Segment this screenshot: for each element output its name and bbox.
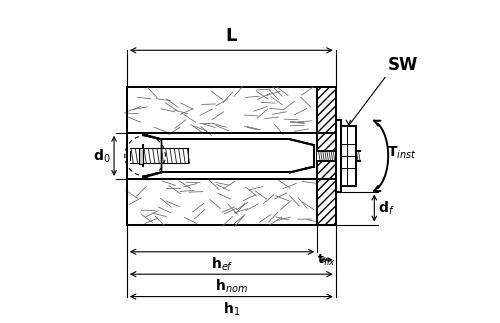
Text: h$_1$: h$_1$ bbox=[222, 300, 240, 318]
Bar bbox=[139, 148, 143, 164]
Bar bbox=[317, 87, 336, 224]
Bar bbox=[336, 120, 341, 192]
Text: h$_{ef}$: h$_{ef}$ bbox=[210, 255, 234, 273]
Text: d$_0$: d$_0$ bbox=[94, 147, 111, 164]
Bar bbox=[127, 179, 317, 224]
Bar bbox=[127, 87, 317, 133]
Text: L: L bbox=[226, 27, 237, 46]
Bar bbox=[144, 139, 314, 172]
Text: d$_f$: d$_f$ bbox=[378, 199, 395, 217]
Text: T$_{inst}$: T$_{inst}$ bbox=[386, 144, 416, 161]
Bar bbox=[317, 151, 360, 161]
Text: SW: SW bbox=[388, 56, 418, 74]
Text: h$_{nom}$: h$_{nom}$ bbox=[215, 278, 248, 296]
Bar bbox=[130, 146, 142, 166]
Bar bbox=[341, 126, 356, 186]
Text: t$_{fix}$: t$_{fix}$ bbox=[317, 254, 336, 268]
